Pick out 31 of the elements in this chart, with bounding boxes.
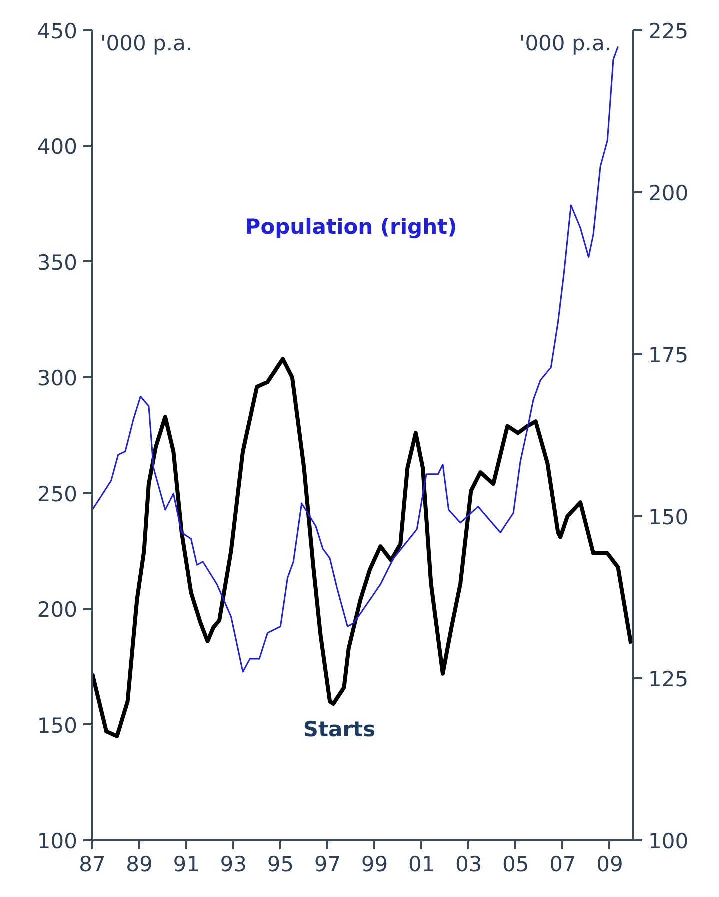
x-tick-label: 97 bbox=[314, 852, 342, 876]
x-tick-label: 95 bbox=[267, 852, 294, 876]
text: Population (right) bbox=[245, 215, 458, 240]
y-tick-label: 250 bbox=[37, 482, 78, 506]
x-tick-label: 87 bbox=[79, 852, 106, 876]
y-tick-label: 400 bbox=[37, 135, 78, 160]
y2-axis-title: '000 p.a. bbox=[519, 32, 612, 56]
y2-tick-label: 175 bbox=[648, 344, 689, 368]
x-tick-label: 09 bbox=[596, 852, 624, 876]
y2-tick-label: 200 bbox=[648, 182, 689, 206]
x-tick-label: 03 bbox=[455, 852, 482, 876]
x-tick-label: 01 bbox=[408, 852, 436, 876]
y-tick-label: 450 bbox=[37, 20, 78, 44]
y-tick-label: 150 bbox=[37, 714, 78, 738]
y2-tick-label: 100 bbox=[648, 830, 689, 854]
y-tick-label: 100 bbox=[37, 830, 78, 854]
line-series bbox=[92, 357, 634, 738]
y-tick-label: 350 bbox=[37, 250, 78, 275]
y-tick-label: 300 bbox=[37, 366, 78, 391]
series-label: Starts bbox=[303, 717, 376, 742]
x-tick-label: 91 bbox=[173, 852, 200, 876]
x-tick-label: 05 bbox=[502, 852, 530, 876]
x-tick-label: 07 bbox=[550, 852, 576, 876]
y-tick-label: 200 bbox=[37, 598, 78, 622]
x-tick-label: 89 bbox=[126, 852, 153, 876]
y2-tick-label: 125 bbox=[648, 668, 689, 692]
y2-tick-label: 225 bbox=[648, 20, 689, 44]
x-tick-label: 93 bbox=[220, 852, 248, 876]
y-axis-title: '000 p.a. bbox=[100, 32, 193, 56]
y2-tick-label: 150 bbox=[648, 506, 689, 530]
x-tick-label: 99 bbox=[361, 852, 388, 876]
